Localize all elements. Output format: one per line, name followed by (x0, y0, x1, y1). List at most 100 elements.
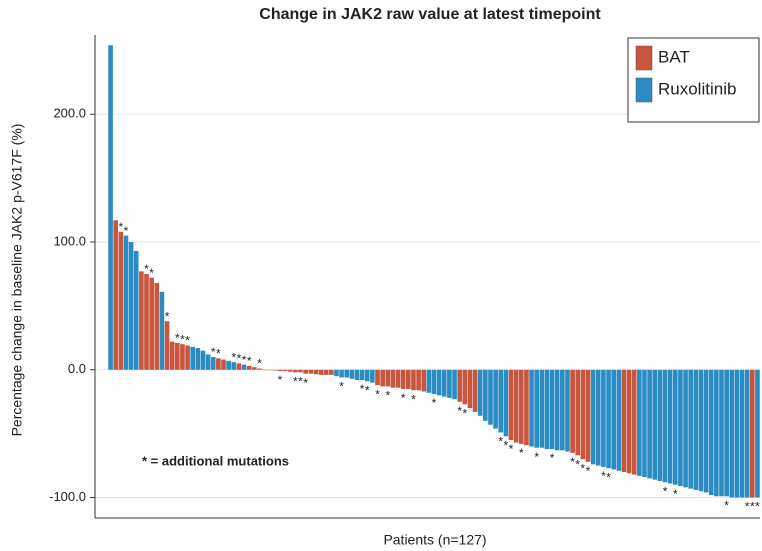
bar (267, 369, 273, 371)
bar (703, 369, 709, 493)
mutation-marker: * (257, 357, 262, 371)
bar (631, 369, 637, 475)
bar (714, 369, 719, 497)
bar (621, 369, 627, 472)
mutation-marker: * (663, 484, 668, 498)
bar (287, 369, 293, 372)
bar (190, 346, 196, 370)
mutation-marker: * (365, 383, 370, 397)
bar (144, 273, 149, 370)
bar (349, 369, 355, 379)
mutation-marker: * (144, 262, 149, 276)
bar (611, 369, 616, 470)
x-axis-label: Patients (n=127) (383, 532, 486, 548)
bar (601, 369, 606, 467)
mutation-marker: * (185, 334, 190, 348)
bar (606, 369, 611, 469)
mutation-marker: * (432, 396, 437, 410)
bar (370, 369, 375, 383)
mutation-marker: * (519, 446, 524, 460)
bar (744, 369, 750, 498)
mutation-marker: * (570, 455, 575, 469)
legend-swatch (635, 45, 653, 71)
bar (400, 369, 406, 389)
mutation-marker: * (293, 375, 298, 389)
mutation-marker: * (504, 438, 509, 452)
bar (164, 321, 170, 370)
bar (406, 369, 411, 389)
mutation-marker: * (118, 220, 123, 234)
bar (637, 369, 642, 476)
bar (334, 369, 339, 377)
bar (293, 369, 298, 373)
bar (272, 369, 278, 371)
bar (323, 369, 329, 375)
bar (216, 358, 221, 370)
bar (647, 369, 652, 479)
bar (359, 369, 365, 380)
mutation-marker: * (385, 389, 390, 403)
bar (303, 369, 308, 374)
mutation-marker: * (303, 376, 308, 390)
bar (118, 231, 124, 370)
bar (149, 277, 154, 370)
bar (493, 369, 498, 429)
bar (544, 369, 550, 449)
bar (626, 369, 632, 474)
bar (683, 369, 688, 488)
mutation-marker: * (601, 469, 606, 483)
legend-label: BAT (658, 47, 690, 66)
bar (688, 369, 694, 489)
bar (174, 342, 180, 370)
bar (534, 369, 539, 448)
legend: BAT Ruxolitinib (627, 37, 760, 123)
bar (436, 369, 442, 396)
mutation-marker: * (411, 392, 416, 406)
bar (169, 341, 175, 370)
bar (488, 369, 493, 425)
bar (585, 369, 591, 462)
bar (139, 271, 144, 370)
mutation-marker: * (457, 404, 462, 418)
bar (441, 369, 447, 397)
bar (580, 369, 586, 460)
bar (503, 369, 509, 437)
bar (262, 369, 267, 371)
bar (252, 367, 257, 370)
bar (426, 369, 432, 393)
bar (452, 369, 457, 400)
bar (210, 357, 216, 370)
bar (154, 282, 160, 370)
bar (375, 369, 380, 386)
bar (277, 369, 283, 372)
bar (724, 369, 729, 497)
mutation-marker: * (606, 470, 611, 484)
bar (195, 348, 201, 370)
mutation-marker: * (509, 442, 514, 456)
mutation-marker: * (534, 450, 539, 464)
bar (185, 345, 190, 370)
mutation-marker: * (401, 391, 406, 405)
y-axis-label: Percentage change in baseline JAK2 p-V61… (9, 124, 25, 437)
bar (159, 291, 165, 370)
bar (467, 369, 473, 409)
y-tick-label: -100.0 (49, 489, 86, 504)
mutation-marker: * (550, 451, 555, 465)
bar (416, 369, 421, 391)
legend-swatch (635, 77, 653, 103)
mutation-marker: * (581, 461, 586, 475)
mutation-marker: * (745, 500, 750, 514)
bar (246, 365, 252, 370)
bar (236, 363, 242, 370)
mutation-marker: * (165, 309, 170, 323)
mutation-marker: * (242, 353, 247, 367)
bar (308, 369, 314, 374)
bar (739, 369, 745, 498)
mutation-marker: * (180, 332, 185, 346)
bar (539, 369, 545, 448)
bar (411, 369, 416, 391)
mutation-marker: * (755, 500, 760, 514)
bar (200, 350, 206, 370)
bar (380, 369, 385, 387)
bar (549, 369, 555, 449)
